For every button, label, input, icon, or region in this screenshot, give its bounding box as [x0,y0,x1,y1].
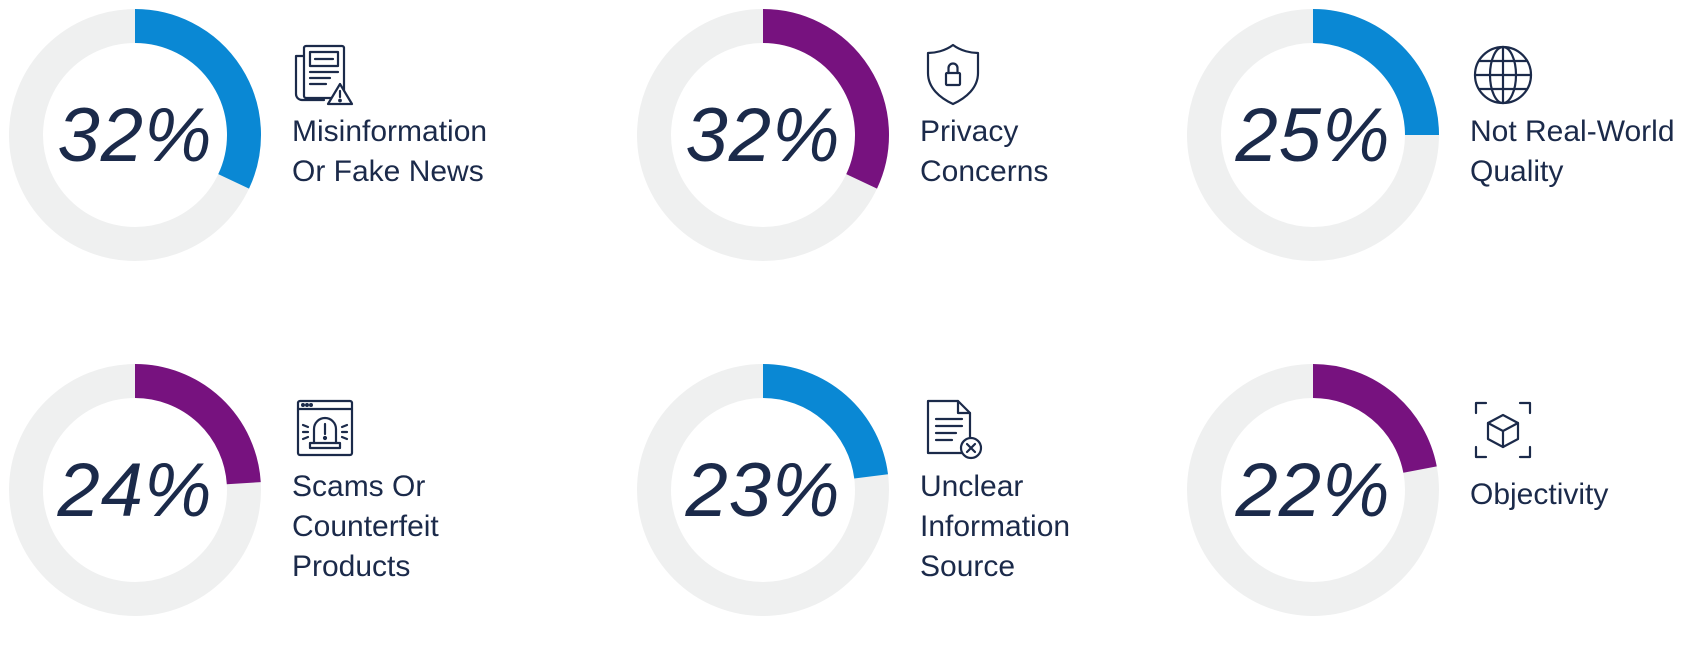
donut-ring [637,364,889,616]
document-x-icon [926,399,983,460]
category-label-line: Or Fake News [292,155,484,188]
category-label-line: Scams Or [292,470,426,503]
category-label: Objectivity [1470,475,1694,515]
donut-value-arc [762,364,889,479]
cube-scan-icon [1474,401,1532,459]
category-label-line: Products [292,550,411,583]
donut-ring [9,364,261,616]
donut-item: 23% Unclear Information Source [628,355,1188,645]
category-label-line: Information [920,510,1071,543]
shield-lock-icon [926,43,980,106]
globe-icon [1473,45,1533,105]
donut-value-arc [1312,9,1439,136]
donut-item: 22% Objectivity [1178,355,1694,645]
percent-label: 25% [1235,92,1391,178]
donut-item: 32% Misinformation Or Fake News [0,0,560,290]
donut-value-arc [134,364,261,485]
donut-value-arc [1312,364,1437,474]
donut-ring [9,9,261,261]
category-label-line: Objectivity [1470,478,1609,511]
donut-ring [637,9,889,261]
percent-label: 32% [57,92,213,178]
percent-label: 32% [685,92,841,178]
percent-label: 22% [1235,447,1391,533]
percent-label: 23% [685,447,841,533]
category-label: Misinformation Or Fake News [292,112,562,192]
category-label-line: Unclear [920,470,1024,503]
category-label-line: Misinformation [292,115,488,148]
alarm-browser-icon [296,399,354,457]
percent-label: 24% [57,447,213,533]
category-label-line: Source [920,550,1016,583]
category-label: Privacy Concerns [920,112,1190,192]
category-label-line: Not Real-World [1470,115,1675,148]
newspaper-warning-icon [294,44,354,106]
donut-value-arc [134,9,261,189]
donut-item: 24% Scams Or Counterfeit Products [0,355,560,645]
donut-ring [1187,9,1439,261]
donut-item: 25% Not Real-World Quality [1178,0,1694,290]
donut-item: 32% Privacy Concerns [628,0,1188,290]
category-label-line: Counterfeit [292,510,439,543]
donut-value-arc [762,9,889,189]
category-label: Not Real-World Quality [1470,112,1694,192]
category-label: Unclear Information Source [920,467,1190,587]
category-label-line: Concerns [920,155,1049,188]
category-label-line: Quality [1470,155,1564,188]
category-label-line: Privacy [920,115,1019,148]
category-label: Scams Or Counterfeit Products [292,467,562,587]
donut-ring [1187,364,1439,616]
